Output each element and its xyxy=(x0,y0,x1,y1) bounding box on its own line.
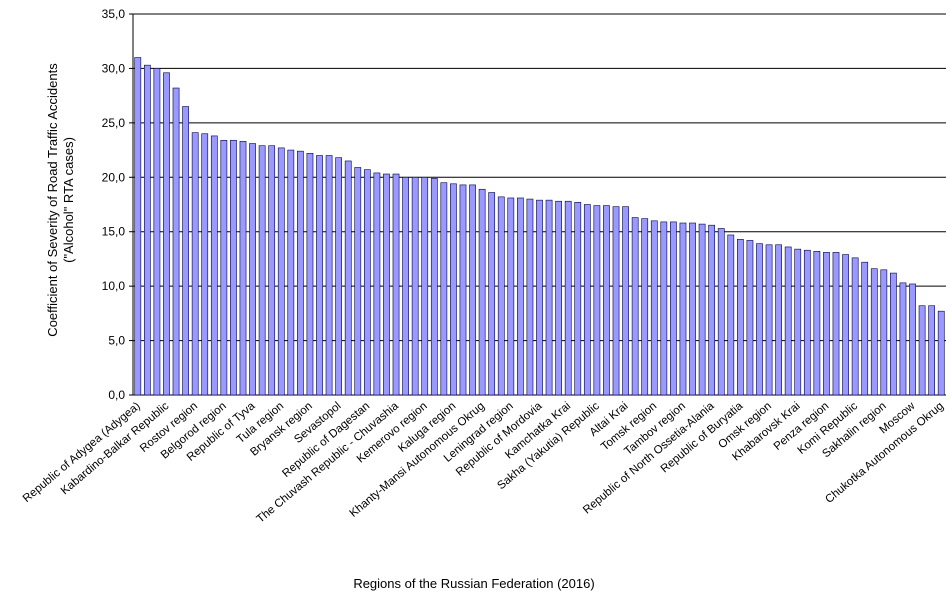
bar xyxy=(210,135,218,396)
bar xyxy=(325,155,333,396)
bar xyxy=(201,133,209,396)
bar xyxy=(373,172,381,396)
y-tick-label: 30,0 xyxy=(102,61,126,75)
bar xyxy=(899,282,907,396)
bar xyxy=(344,160,352,396)
bar xyxy=(689,222,696,396)
bar xyxy=(392,173,400,396)
bar xyxy=(545,199,553,396)
bar xyxy=(937,310,945,396)
bar xyxy=(832,252,840,396)
bar xyxy=(134,57,142,396)
bar xyxy=(928,305,936,396)
bar xyxy=(297,150,304,396)
bar xyxy=(660,221,668,396)
bar xyxy=(459,184,467,396)
bar xyxy=(230,139,237,396)
bar xyxy=(268,145,276,396)
bar xyxy=(335,157,343,396)
bar xyxy=(440,182,448,396)
bar xyxy=(430,178,438,396)
bar xyxy=(536,199,543,396)
bar xyxy=(182,106,189,396)
bar xyxy=(363,169,371,396)
bar xyxy=(727,234,735,396)
bar xyxy=(736,239,744,396)
bar xyxy=(564,200,572,396)
bar xyxy=(842,254,849,396)
bar xyxy=(517,197,524,396)
bar xyxy=(813,251,821,396)
bar xyxy=(574,202,582,396)
bar xyxy=(555,200,562,396)
bar xyxy=(851,257,859,396)
bar xyxy=(526,198,534,396)
bar xyxy=(641,218,649,396)
bar xyxy=(698,223,706,396)
bar xyxy=(622,206,629,396)
bar xyxy=(679,222,687,396)
bar xyxy=(708,224,716,396)
bar xyxy=(603,205,610,396)
bar xyxy=(220,139,228,396)
bar xyxy=(918,305,926,396)
bar xyxy=(478,188,486,396)
bar xyxy=(497,196,505,396)
bar xyxy=(612,206,620,396)
bar xyxy=(784,246,792,396)
bar xyxy=(316,155,323,396)
bar xyxy=(880,269,888,396)
bar xyxy=(163,72,170,396)
bar xyxy=(153,68,161,396)
bar xyxy=(583,204,591,396)
bar xyxy=(507,197,515,396)
bar xyxy=(593,205,601,396)
bar xyxy=(239,141,247,396)
bar xyxy=(249,143,256,396)
bar xyxy=(794,248,802,396)
bar xyxy=(890,272,897,396)
bar xyxy=(765,244,773,396)
bar xyxy=(421,176,429,396)
bar xyxy=(746,240,754,396)
bar xyxy=(823,252,830,396)
bar xyxy=(870,268,878,396)
y-tick-label: 35,0 xyxy=(102,7,126,21)
bar xyxy=(756,243,763,396)
bar xyxy=(191,132,199,396)
bar xyxy=(670,221,677,396)
bar xyxy=(306,153,314,396)
y-axis-title: ("Alcohol" RTA cases) xyxy=(61,137,76,263)
y-axis-title: Coefficient of Severity of Road Traffic … xyxy=(45,63,60,337)
y-tick-label: 15,0 xyxy=(102,225,126,239)
y-tick-label: 5,0 xyxy=(108,334,125,348)
x-axis-title: Regions of the Russian Federation (2016) xyxy=(353,576,594,591)
bar xyxy=(488,192,496,396)
y-tick-label: 10,0 xyxy=(102,279,126,293)
bar xyxy=(469,184,476,396)
y-tick-label: 25,0 xyxy=(102,116,126,130)
bar xyxy=(258,145,266,396)
bar xyxy=(143,64,151,396)
bar xyxy=(411,176,419,396)
bar xyxy=(450,183,457,396)
bar xyxy=(861,261,869,396)
x-tick-label: Republic of Adygea (Adygea) xyxy=(21,400,143,505)
bar xyxy=(287,149,295,396)
bar xyxy=(354,167,362,396)
bar xyxy=(402,176,409,396)
bar xyxy=(650,220,658,396)
bar xyxy=(277,147,285,396)
y-tick-label: 20,0 xyxy=(102,170,126,184)
bar xyxy=(717,228,725,396)
bar xyxy=(631,217,639,396)
bar xyxy=(803,249,811,396)
bar xyxy=(172,87,180,396)
bar xyxy=(775,244,782,396)
bar xyxy=(909,283,916,396)
bar xyxy=(383,173,390,396)
y-tick-label: 0,0 xyxy=(108,388,125,402)
